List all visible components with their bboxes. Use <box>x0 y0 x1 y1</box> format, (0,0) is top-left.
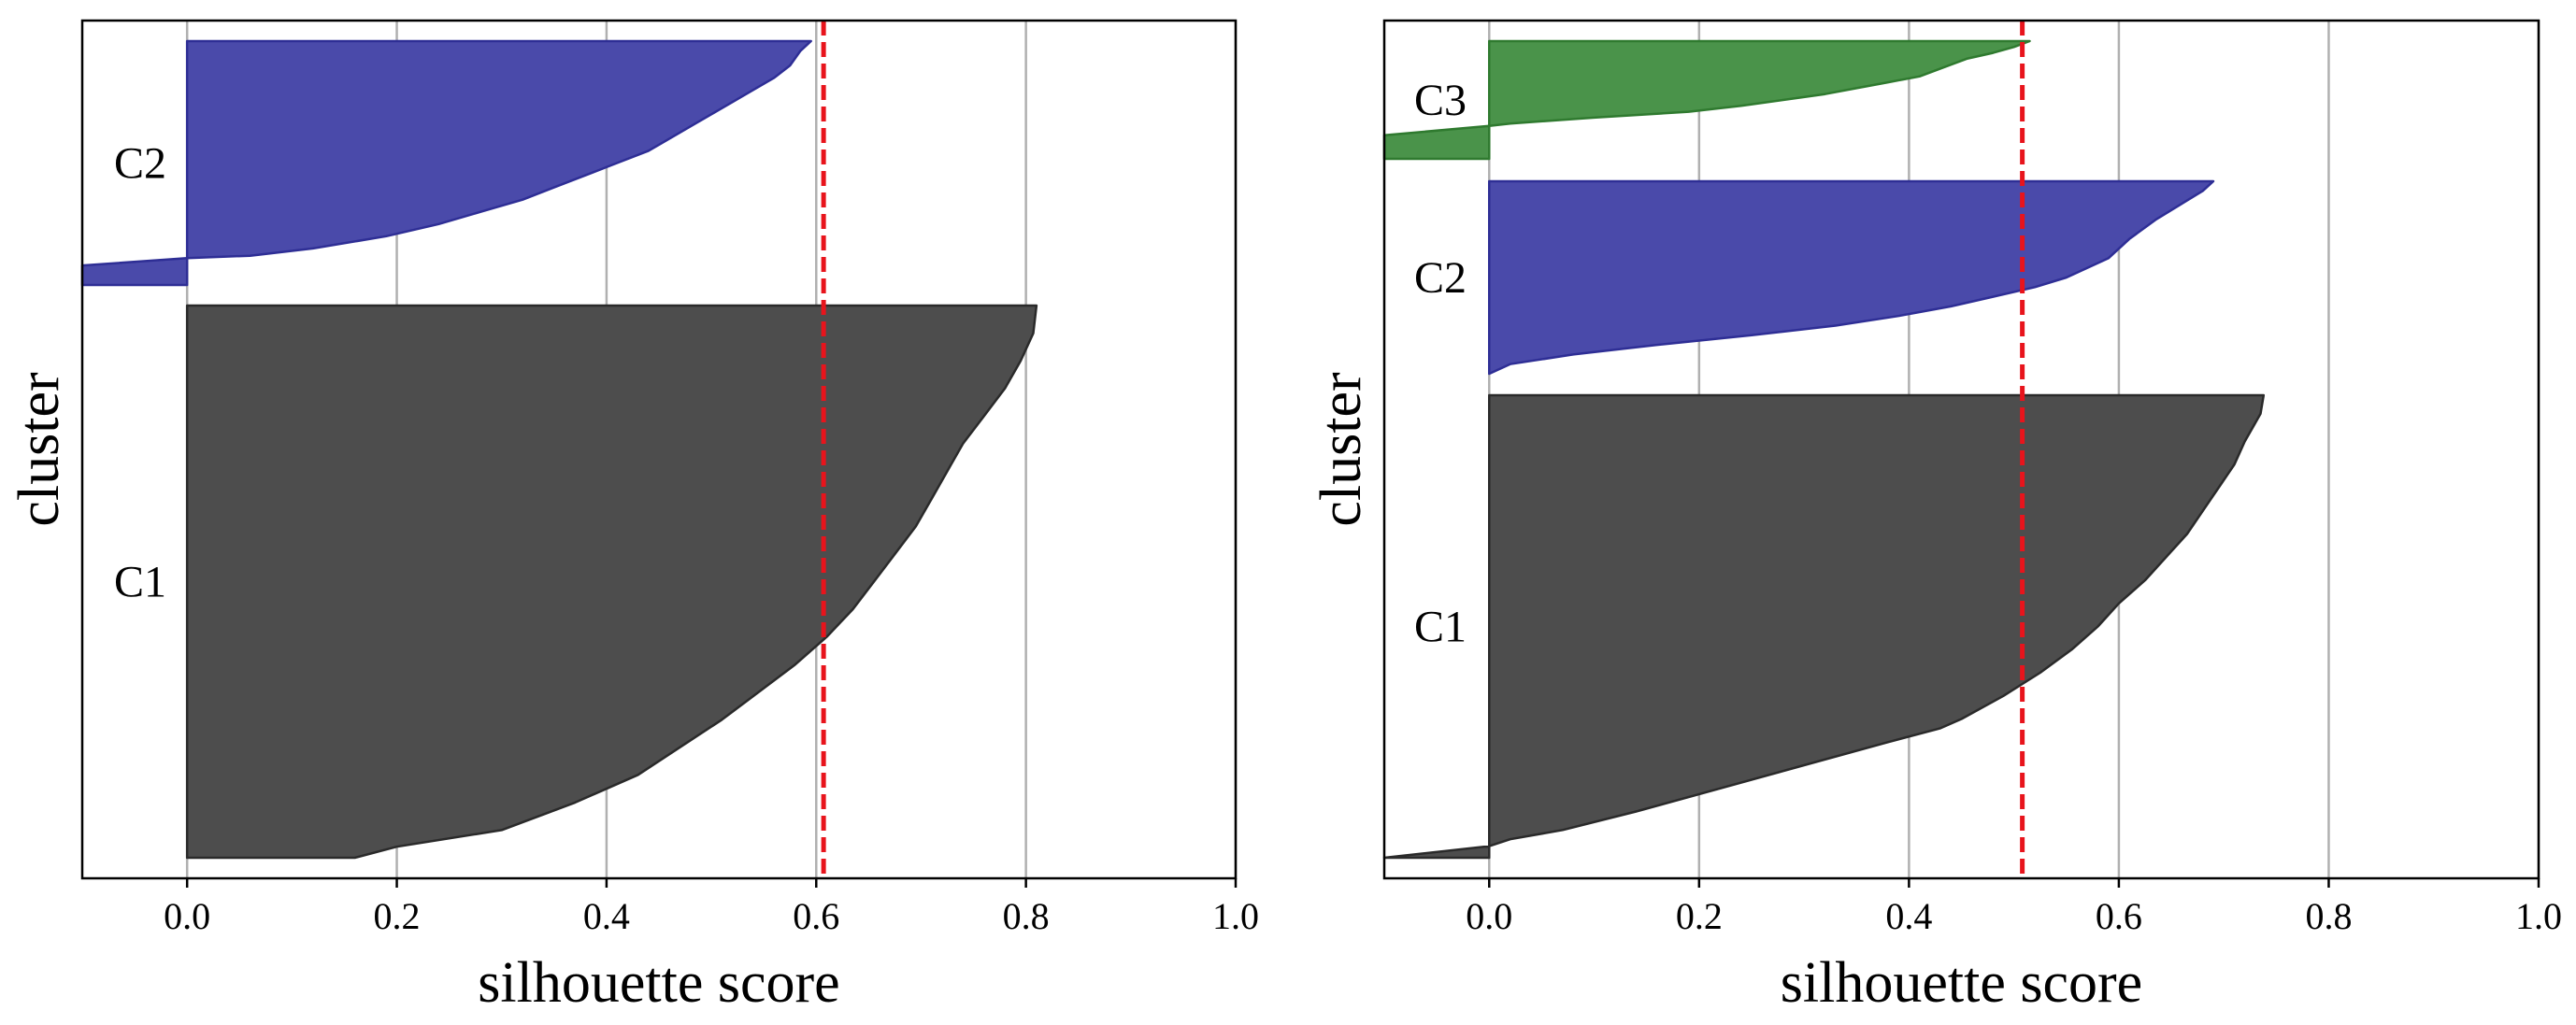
cluster-c2-silhouette <box>80 39 812 287</box>
x-tick-label: 0.4 <box>1885 895 1932 937</box>
axes-frame <box>80 19 1238 880</box>
y-axis-title: cluster <box>7 372 71 527</box>
x-tick-label: 0.8 <box>2305 895 2352 937</box>
right-silhouette-panel: C1 C2 C3 0.0 0.2 0.4 0.6 0.8 1.0 silhouette score… <box>1309 19 2562 1015</box>
x-tick-label: 0.6 <box>793 895 839 937</box>
x-tick-label: 1.0 <box>2515 895 2562 937</box>
x-axis-title: silhouette score <box>478 951 839 1015</box>
x-tick-label: 0.0 <box>164 895 210 937</box>
x-tick-label: 0.2 <box>374 895 421 937</box>
cluster-label-c1: C1 <box>114 558 166 607</box>
x-tick-label: 0.2 <box>1676 895 1723 937</box>
cluster-label-c3: C3 <box>1414 76 1467 125</box>
x-tick-label: 1.0 <box>1212 895 1259 937</box>
axes-frame <box>1382 19 2540 880</box>
cluster-c3-silhouette <box>1382 39 2031 161</box>
x-tick-label: 0.8 <box>1003 895 1050 937</box>
cluster-c2-silhouette <box>1488 179 2215 376</box>
x-axis-title: silhouette score <box>1781 951 2142 1015</box>
left-silhouette-panel: C1 C2 0.0 0.2 0.4 0.6 0.8 1.0 silhouette score cl… <box>7 19 1259 1015</box>
cluster-label-c2: C2 <box>1414 253 1467 303</box>
x-tick-label: 0.6 <box>2096 895 2142 937</box>
x-tick-label: 0.4 <box>583 895 630 937</box>
x-tick-label: 0.0 <box>1466 895 1512 937</box>
cluster-label-c1: C1 <box>1414 603 1467 652</box>
cluster-c1-silhouette <box>185 304 1038 860</box>
cluster-label-c2: C2 <box>114 139 166 189</box>
y-axis-title: cluster <box>1309 372 1373 527</box>
cluster-c1-silhouette <box>1382 393 2266 860</box>
